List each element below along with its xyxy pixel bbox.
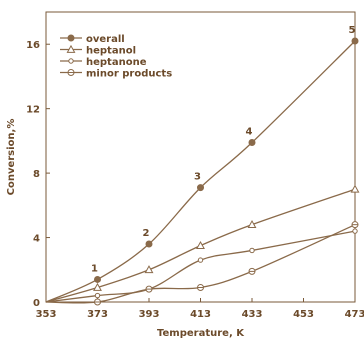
point-label: 3: [194, 172, 201, 183]
y-tick-label: 8: [33, 169, 40, 180]
y-tick-label: 4: [33, 234, 40, 245]
legend-label-heptanol: heptanol: [86, 46, 136, 57]
point-labels: 1 2 3 4 5: [91, 25, 356, 274]
legend-label-minor-products: minor products: [86, 69, 172, 80]
legend-label-heptanone: heptanone: [86, 57, 147, 68]
point-label: 1: [91, 263, 98, 274]
point-heptanone: [352, 228, 358, 234]
point-overall: [145, 240, 153, 248]
point-minor-products: [351, 221, 359, 229]
legend-marker-overall: [67, 34, 75, 42]
x-tick-label: 413: [190, 309, 211, 320]
point-overall: [351, 37, 359, 45]
legend-marker-minor-products: [67, 69, 75, 76]
point-minor-products: [145, 285, 153, 293]
series-markers: [93, 37, 360, 306]
point-heptanol: [196, 240, 205, 249]
y-tick-label: 16: [26, 40, 40, 51]
point-heptanol: [247, 220, 257, 229]
point-heptanol: [350, 184, 360, 193]
x-tick-label: 433: [242, 309, 263, 320]
y-axis-title: Conversion,%: [6, 119, 17, 196]
point-minor-products: [197, 284, 204, 291]
x-tick-label: 353: [36, 309, 57, 320]
x-tick-label: 473: [345, 309, 364, 320]
y-tick-label: 0: [33, 298, 40, 309]
x-axis-title: Temperature, K: [157, 328, 245, 339]
point-minor-products: [248, 267, 256, 275]
legend-marker-heptanone: [68, 58, 74, 64]
point-overall: [94, 275, 101, 283]
point-heptanone: [94, 292, 101, 299]
point-heptanone: [249, 247, 255, 254]
point-heptanone: [197, 257, 204, 263]
point-overall: [197, 184, 204, 192]
point-overall: [248, 139, 256, 146]
point-label: 2: [143, 228, 150, 239]
point-label: 4: [246, 127, 253, 138]
x-tick-label: 453: [293, 309, 314, 320]
y-tick-label: 12: [26, 105, 40, 116]
x-tick-label: 373: [87, 309, 108, 320]
legend-marker-heptanol: [66, 44, 76, 53]
legend-label-overall: overall: [86, 34, 125, 45]
point-label: 5: [349, 25, 356, 36]
point-heptanol: [144, 265, 154, 274]
point-heptanol: [93, 282, 102, 291]
x-tick-label: 393: [139, 309, 160, 320]
point-minor-products: [94, 298, 101, 306]
